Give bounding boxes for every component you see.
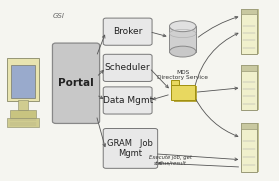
Bar bbox=[241, 9, 257, 14]
FancyBboxPatch shape bbox=[103, 18, 152, 45]
Bar bbox=[7, 118, 39, 127]
FancyBboxPatch shape bbox=[103, 129, 158, 168]
Bar bbox=[257, 9, 259, 54]
Text: GRAM   Job
Mgmt: GRAM Job Mgmt bbox=[107, 139, 153, 158]
Text: Data Mgmt: Data Mgmt bbox=[102, 96, 153, 105]
Polygon shape bbox=[171, 80, 179, 85]
Bar bbox=[171, 85, 195, 100]
Text: Execute job, get
status/result: Execute job, get status/result bbox=[149, 155, 192, 166]
Bar bbox=[49, 5, 264, 174]
FancyBboxPatch shape bbox=[52, 43, 100, 123]
Text: GSI: GSI bbox=[53, 13, 65, 19]
Bar bbox=[18, 100, 28, 110]
Ellipse shape bbox=[170, 46, 196, 57]
Ellipse shape bbox=[170, 21, 196, 32]
Bar bbox=[174, 87, 197, 102]
Bar bbox=[241, 9, 257, 54]
Bar bbox=[257, 123, 259, 172]
Text: Broker: Broker bbox=[113, 27, 142, 36]
Bar bbox=[7, 58, 39, 101]
FancyBboxPatch shape bbox=[103, 87, 152, 114]
Text: Scheduler: Scheduler bbox=[105, 63, 150, 72]
Bar bbox=[10, 110, 36, 118]
Bar bbox=[241, 123, 257, 172]
Bar bbox=[241, 65, 257, 71]
FancyBboxPatch shape bbox=[103, 54, 152, 81]
Bar bbox=[170, 26, 196, 52]
Bar bbox=[241, 65, 257, 110]
Text: MDS
Directory Service: MDS Directory Service bbox=[157, 70, 208, 81]
Bar bbox=[241, 123, 257, 129]
Bar bbox=[11, 65, 35, 98]
Text: Portal: Portal bbox=[58, 78, 94, 88]
Bar bbox=[257, 65, 259, 110]
